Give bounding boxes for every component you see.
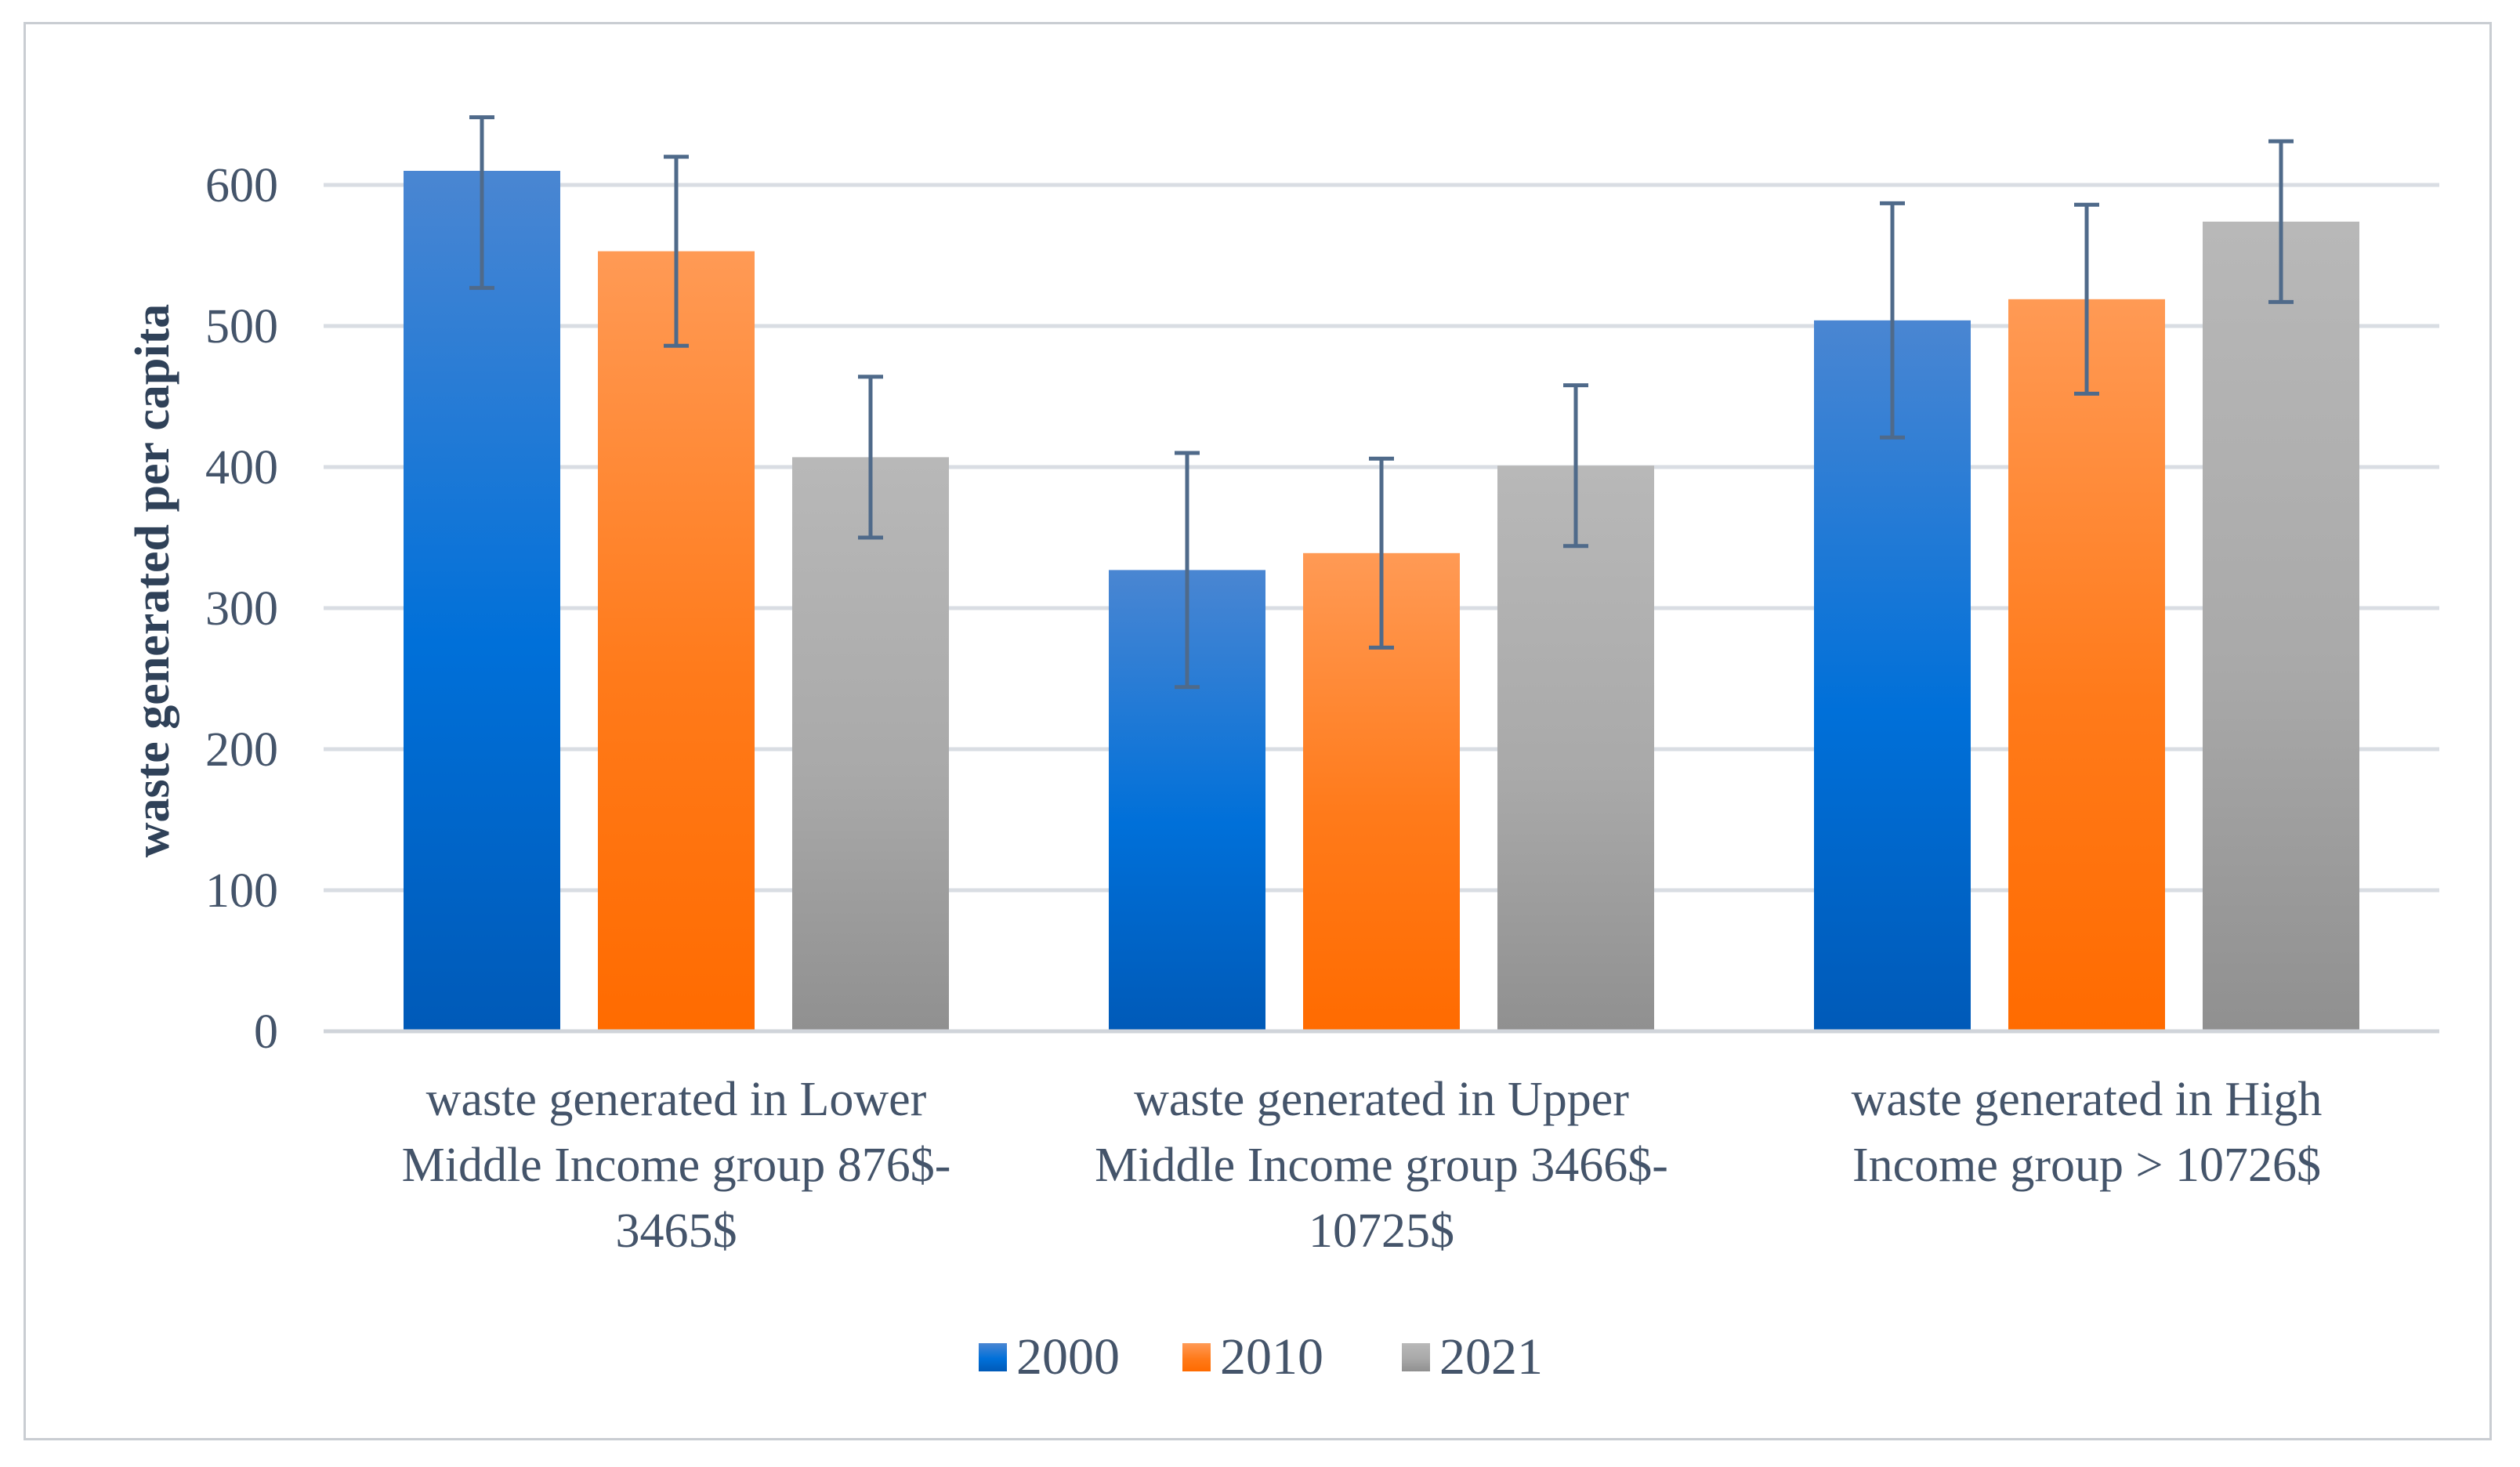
x-category-label: waste generated in Lower Middle Income gr… — [402, 1073, 951, 1258]
y-tick-label: 400 — [205, 441, 278, 494]
error-bar-2010-cat3 — [2074, 202, 2099, 396]
legend-item-2021: 2021 — [1402, 1328, 1543, 1386]
bar-2021-cat2 — [1497, 465, 1654, 1031]
y-tick-labels: 0 100 200 300 400 500 600 — [205, 159, 278, 1059]
y-tick-label: 0 — [254, 1005, 278, 1059]
bar-2000-cat1 — [404, 171, 560, 1031]
bar-2010-cat3 — [2008, 299, 2165, 1031]
y-tick-label: 100 — [205, 864, 278, 918]
bar-chart: 0 100 200 300 400 500 600 waste generated in L… — [126, 115, 2439, 1386]
error-bar-2000-cat2 — [1175, 451, 1200, 690]
bar-2021-cat3 — [2203, 221, 2359, 1031]
x-category-label: waste generated in High Income group > 10… — [1852, 1073, 2323, 1192]
bar-2021-cat1 — [792, 457, 949, 1031]
legend-label: 2021 — [1439, 1328, 1543, 1386]
y-tick-label: 300 — [205, 582, 278, 636]
legend-label: 2000 — [1016, 1328, 1120, 1386]
error-bar-2021-cat2 — [1563, 383, 1588, 549]
x-category-label: waste generated in Upper Middle Income gr… — [1095, 1073, 1668, 1258]
category-labels: waste generated in Lower Middle Income gr… — [402, 1073, 2323, 1258]
error-bar-2010-cat1 — [664, 154, 689, 348]
chart-frame: 0 100 200 300 400 500 600 waste generated in L… — [24, 22, 2492, 1440]
y-tick-label: 500 — [205, 300, 278, 353]
error-bars — [469, 115, 2294, 690]
legend-swatch — [979, 1343, 1007, 1371]
legend-swatch — [1402, 1343, 1430, 1371]
error-bar-2000-cat3 — [1880, 201, 1905, 440]
bar-2010-cat1 — [598, 251, 755, 1032]
legend-swatch — [1182, 1343, 1211, 1371]
y-tick-label: 200 — [205, 723, 278, 777]
bars — [404, 171, 2359, 1032]
y-tick-label: 600 — [205, 159, 278, 212]
error-bar-2010-cat2 — [1369, 456, 1394, 650]
error-bar-2000-cat1 — [469, 115, 494, 290]
legend: 2000 2010 2021 — [979, 1328, 1543, 1386]
legend-item-2010: 2010 — [1182, 1328, 1323, 1386]
error-bar-2021-cat3 — [2268, 139, 2294, 304]
error-bar-2021-cat1 — [858, 375, 883, 540]
y-axis-title: waste generated per capita — [126, 304, 179, 858]
legend-label: 2010 — [1220, 1328, 1323, 1386]
legend-item-2000: 2000 — [979, 1328, 1120, 1386]
